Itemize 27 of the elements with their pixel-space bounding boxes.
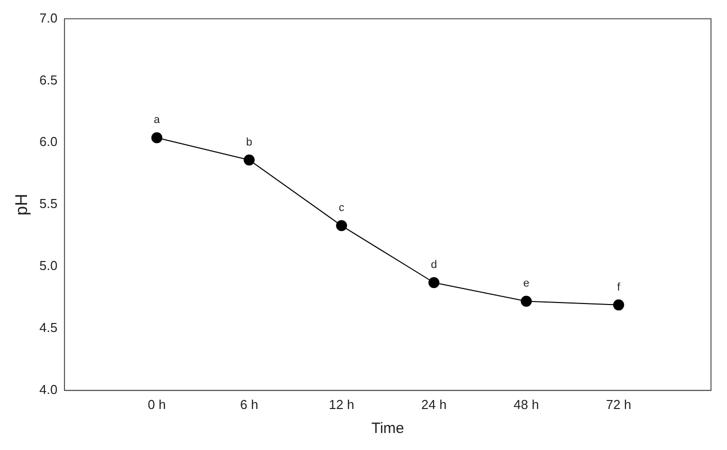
y-tick-label: 7.0 — [39, 10, 58, 26]
point — [151, 132, 162, 144]
y-tick-label: 5.5 — [39, 196, 58, 212]
y-tick-label: 4.5 — [39, 320, 58, 336]
y-tick-label: 6.5 — [39, 72, 58, 88]
point — [428, 277, 440, 288]
annotation: b — [246, 136, 252, 149]
x-tick-label: 72 h — [606, 396, 632, 412]
point — [520, 296, 532, 307]
point — [244, 154, 255, 166]
x-axis-title: Time — [371, 420, 404, 438]
point — [336, 220, 348, 232]
point — [613, 299, 624, 310]
annotation: d — [430, 259, 437, 272]
x-tick-label: 24 h — [421, 396, 447, 412]
annotation: e — [523, 278, 530, 290]
annotation: a — [154, 114, 161, 126]
x-tick-label: 6 h — [240, 396, 258, 412]
x-tick-label: 12 h — [328, 396, 354, 412]
y-tick-label: 5.0 — [39, 258, 58, 274]
x-tick-label: 48 h — [514, 396, 539, 412]
annotation: f — [617, 281, 622, 294]
y-tick-label: 4.0 — [39, 382, 58, 397]
y-axis-title: pH — [12, 194, 31, 216]
x-tick-label: 0 h — [148, 396, 166, 412]
y-tick-label: 6.0 — [39, 134, 58, 150]
annotation: c — [338, 202, 345, 214]
